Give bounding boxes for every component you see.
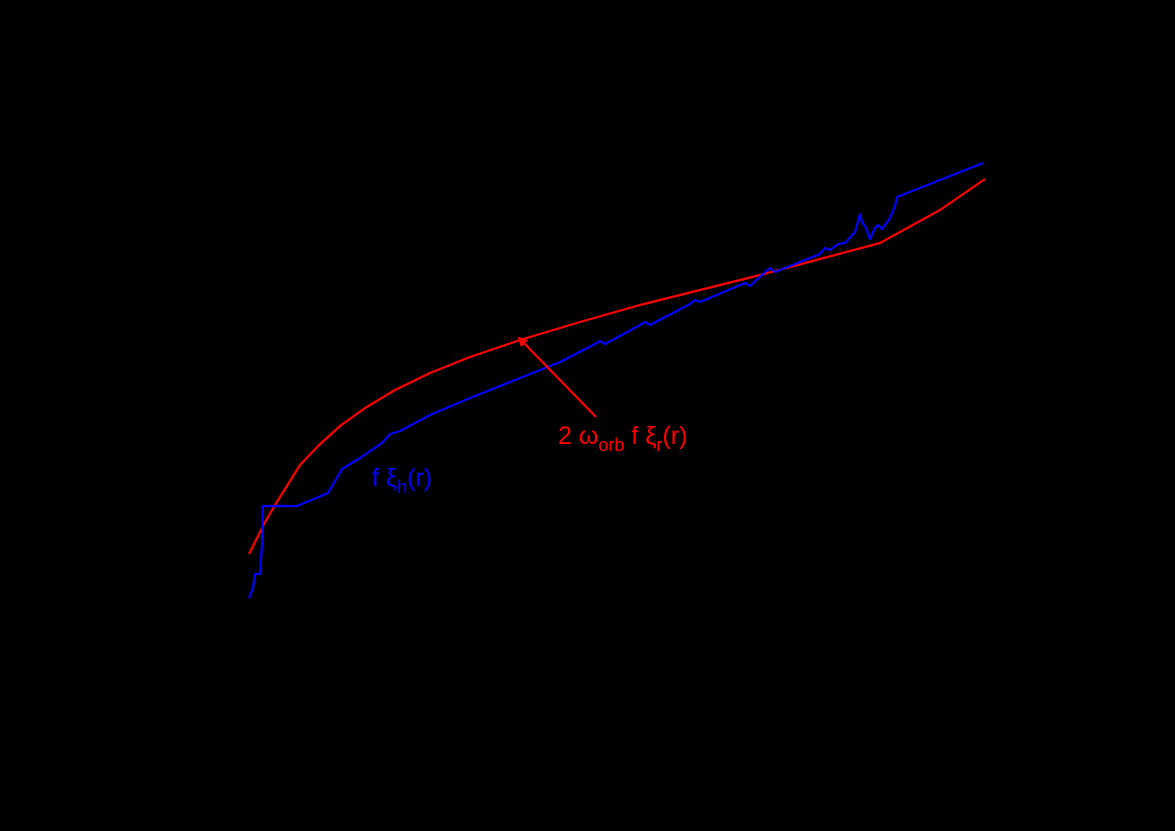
label-subscript: orb — [598, 435, 625, 455]
label-text: 2 ω — [558, 422, 599, 450]
label-text: f ξ — [372, 464, 398, 492]
label-text: f ξ — [624, 422, 657, 450]
label-subscript: h — [397, 477, 408, 497]
annotation-label-f-xi-h: f ξh(r) — [372, 464, 433, 497]
series-2-omega-orb-f-xi-r — [248, 178, 986, 555]
annotation-label-2-omega-orb-f-xi-r: 2 ωorb f ξr(r) — [558, 422, 688, 455]
label-text: (r) — [662, 422, 688, 450]
annotation-arrow — [517, 336, 597, 418]
series-f-xi-h — [247, 161, 984, 599]
label-subscript: r — [656, 435, 663, 455]
label-text: (r) — [407, 464, 433, 492]
